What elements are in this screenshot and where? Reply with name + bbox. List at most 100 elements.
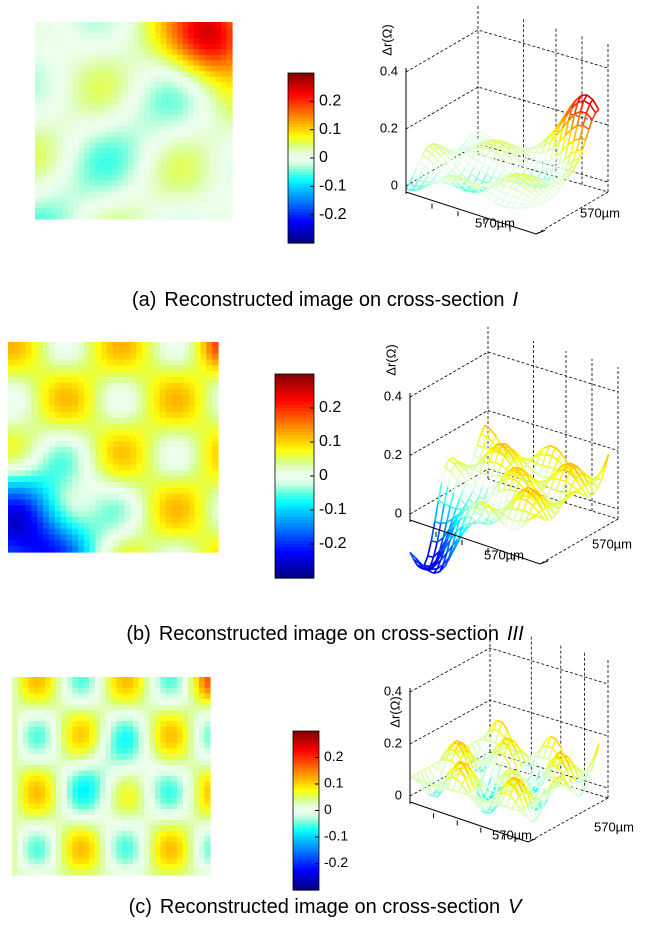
- heatmap-cell: [79, 208, 85, 214]
- heatmap-cell: [131, 418, 137, 424]
- heatmap-cell: [112, 126, 118, 132]
- heatmap-cell: [199, 175, 205, 181]
- heatmap-cell: [61, 441, 67, 447]
- surface-mesh: [584, 101, 590, 104]
- heatmap-cell: [40, 121, 46, 127]
- heatmap-cell: [205, 175, 211, 181]
- heatmap-cell: [62, 33, 68, 39]
- heatmap-cell: [172, 208, 178, 214]
- heatmap-cell: [189, 354, 195, 360]
- heatmap-cell: [166, 395, 172, 401]
- heatmap-cell: [189, 488, 195, 494]
- heatmap-cell: [148, 476, 154, 482]
- heatmap-cell: [201, 389, 207, 395]
- heatmap-cell: [155, 197, 161, 203]
- heatmap-cell: [26, 453, 32, 459]
- heatmap-cell: [57, 55, 63, 61]
- heatmap-cell: [72, 447, 78, 453]
- heatmap-cell: [194, 126, 200, 132]
- heatmap-cell: [18, 820, 24, 826]
- heatmap-cell: [72, 383, 78, 389]
- surface-mesh: [481, 425, 485, 434]
- heatmap-cell: [125, 511, 131, 517]
- heatmap-cell: [212, 348, 218, 354]
- heatmap-cell: [79, 49, 85, 55]
- heatmap-cell: [117, 203, 123, 209]
- surface-mesh: [577, 139, 580, 151]
- heatmap-cell: [134, 82, 140, 88]
- surface-mesh: [438, 482, 442, 501]
- heatmap-cell: [139, 99, 145, 105]
- heatmap-cell: [123, 49, 129, 55]
- heatmap-cell: [35, 88, 41, 94]
- heatmap-cell: [26, 540, 32, 546]
- heatmap-cell: [62, 126, 68, 132]
- heatmap-cell: [155, 88, 161, 94]
- heatmap-cell: [95, 38, 101, 44]
- heatmap-cell: [31, 535, 37, 541]
- heatmap-cell: [112, 192, 118, 198]
- heatmap-cell: [189, 395, 195, 401]
- heatmap-cell: [66, 500, 72, 506]
- heatmap-cell: [55, 470, 61, 476]
- heatmap-cell: [177, 482, 183, 488]
- heatmap-cell: [62, 754, 68, 760]
- heatmap-cell: [136, 430, 142, 436]
- heatmap-cell: [125, 383, 131, 389]
- heatmap-cell: [43, 517, 49, 523]
- heatmap-cell: [90, 49, 96, 55]
- heatmap-cell: [95, 137, 101, 143]
- heatmap-cell: [188, 126, 194, 132]
- heatmap-cell: [23, 782, 29, 788]
- heatmap-cell: [101, 517, 107, 523]
- surface-mesh: [428, 541, 432, 556]
- heatmap-cell: [142, 494, 148, 500]
- heatmap-cell: [29, 765, 35, 771]
- heatmap-cell: [155, 142, 161, 148]
- heatmap-cell: [160, 494, 166, 500]
- heatmap-cell: [43, 354, 49, 360]
- heatmap-cell: [144, 175, 150, 181]
- heatmap-cell: [57, 142, 63, 148]
- heatmap-cell: [107, 342, 113, 348]
- heatmap-cell: [189, 476, 195, 482]
- heatmap-cell: [14, 511, 20, 517]
- heatmap-cell: [154, 406, 160, 412]
- surface-mesh: [527, 202, 530, 205]
- heatmap-cell: [79, 110, 85, 116]
- surface-mesh: [528, 196, 534, 200]
- surface-mesh: [471, 167, 474, 174]
- heatmap-cell: [95, 175, 101, 181]
- heatmap-cell: [136, 348, 142, 354]
- heatmap-cell: [134, 197, 140, 203]
- heatmap-cell: [101, 66, 107, 72]
- heatmap-cell: [55, 342, 61, 348]
- heatmap-cell: [188, 104, 194, 110]
- heatmap-cell: [221, 93, 227, 99]
- heatmap-cell: [206, 435, 212, 441]
- heatmap-cell: [189, 511, 195, 517]
- surface-mesh: [475, 152, 481, 153]
- heatmap-cell: [183, 435, 189, 441]
- heatmap-cell: [90, 494, 96, 500]
- heatmap-cell: [84, 99, 90, 105]
- heatmap-cell: [216, 121, 222, 127]
- heatmap-cell: [96, 529, 102, 535]
- heatmap-cell: [23, 842, 29, 848]
- heatmap-cell: [150, 110, 156, 116]
- heatmap-cell: [46, 60, 52, 66]
- heatmap-cell: [212, 447, 218, 453]
- heatmap-cell: [101, 77, 107, 83]
- heatmap-cell: [161, 142, 167, 148]
- heatmap-cell: [194, 22, 200, 28]
- surface-mesh: [572, 479, 576, 486]
- surface-mesh: [594, 488, 598, 493]
- heatmap-cell: [172, 192, 178, 198]
- heatmap-cell: [112, 159, 118, 165]
- heatmap-cell: [68, 192, 74, 198]
- heatmap-cell: [189, 540, 195, 546]
- heatmap-cell: [206, 517, 212, 523]
- heatmap-cell: [29, 848, 35, 854]
- heatmap-cell: [40, 826, 46, 832]
- heatmap-cell: [35, 22, 41, 28]
